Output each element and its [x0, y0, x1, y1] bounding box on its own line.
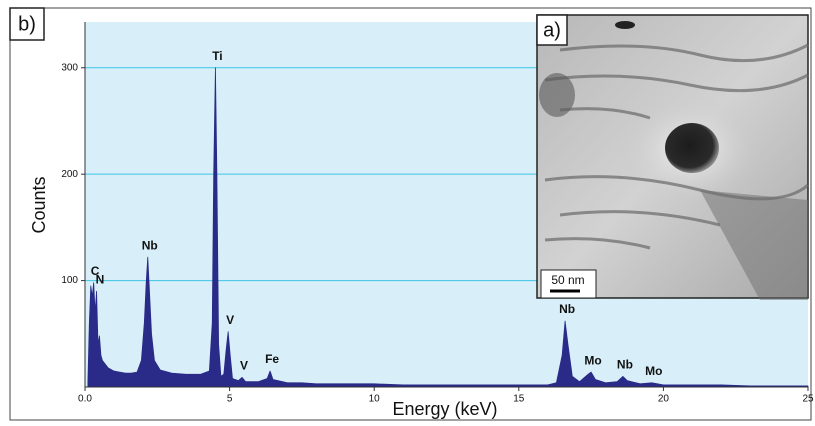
peak-label: Mo	[584, 353, 601, 367]
peak-label: V	[226, 313, 234, 327]
y-tick-label: 200	[61, 169, 78, 180]
inset-image	[536, 14, 809, 300]
x-tick-label: 15	[513, 394, 525, 405]
y-tick-label: 100	[61, 275, 78, 286]
peak-label: Nb	[617, 358, 633, 372]
x-tick-label: 0.0	[78, 394, 92, 405]
peak-label: V	[240, 359, 248, 373]
spectrum-area	[87, 67, 809, 388]
peak-label: C	[91, 264, 100, 278]
peak-label: Nb	[559, 302, 575, 316]
peak-label: Mo	[645, 364, 662, 378]
peak-label: Ti	[212, 49, 222, 63]
y-axis-label: Counts	[29, 176, 49, 233]
x-axis-label: Energy (keV)	[392, 399, 497, 419]
x-tick-label: 25	[802, 394, 814, 405]
peak-label: N	[96, 272, 105, 286]
x-tick-label: 20	[658, 394, 670, 405]
y-tick-label: 300	[61, 62, 78, 73]
scale-bar-label: 50 nm	[551, 273, 584, 287]
panel-label: b)	[18, 13, 36, 35]
panel-label-box	[9, 7, 45, 41]
x-tick-label: 10	[369, 394, 381, 405]
x-tick-label: 5	[227, 394, 233, 405]
inset-label: a)	[543, 19, 561, 41]
peak-label: Nb	[142, 238, 158, 252]
peak-label: Fe	[265, 352, 279, 366]
